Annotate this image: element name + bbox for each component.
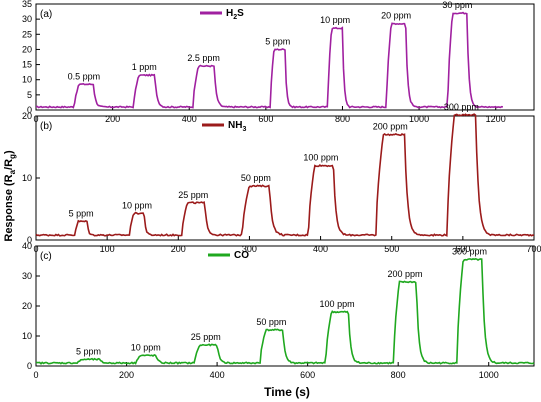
- y-tick-label: 0: [27, 235, 32, 245]
- y-tick-label: 15: [22, 60, 32, 70]
- panel-label: (c): [40, 251, 52, 262]
- y-tick-label: 30: [22, 271, 32, 281]
- x-tick-label: 1200: [486, 114, 506, 124]
- y-tick-label: 10: [22, 75, 32, 85]
- response-series-line: [35, 11, 503, 109]
- y-tick-label: 20: [22, 301, 32, 311]
- concentration-label: 200 ppm: [387, 269, 422, 279]
- x-tick-label: 1000: [409, 114, 429, 124]
- concentration-label: 10 ppm: [122, 200, 152, 210]
- concentration-label: 100 ppm: [303, 153, 338, 163]
- concentration-label: 300 ppm: [452, 247, 487, 257]
- y-axis-label: Response (Ra/Rg): [3, 150, 17, 242]
- y-axis-label-main: Response (R: [3, 174, 15, 241]
- response-series-line: [35, 113, 535, 237]
- x-tick-label: 600: [258, 114, 273, 124]
- x-tick-label: 400: [313, 244, 328, 254]
- concentration-label: 50 ppm: [241, 173, 271, 183]
- y-tick-label: 10: [22, 331, 32, 341]
- x-tick-label: 200: [105, 114, 120, 124]
- y-axis-label-end: ): [3, 150, 15, 154]
- concentration-label: 25 ppm: [178, 190, 208, 200]
- concentration-label: 100 ppm: [320, 299, 355, 309]
- y-axis-label-mid: /R: [3, 159, 15, 170]
- y-tick-label: 10: [22, 173, 32, 183]
- y-tick-label: 30: [22, 14, 32, 24]
- x-tick-label: 800: [391, 370, 406, 380]
- x-tick-label: 200: [119, 370, 134, 380]
- concentration-label: 5 ppm: [265, 36, 290, 46]
- y-tick-label: 20: [22, 111, 32, 121]
- panel-label: (b): [40, 121, 52, 132]
- x-tick-label: 400: [182, 114, 197, 124]
- x-tick-label: 600: [300, 370, 315, 380]
- concentration-label: 25 ppm: [191, 332, 221, 342]
- concentration-label: 5 ppm: [76, 346, 101, 356]
- concentration-label: 300 ppm: [444, 102, 479, 112]
- x-tick-label: 0: [33, 370, 38, 380]
- concentration-label: 30 ppm: [442, 0, 472, 10]
- y-axis-label-sub-g: g: [8, 154, 17, 159]
- y-tick-label: 40: [22, 241, 32, 251]
- legend-label: H2S: [226, 8, 244, 21]
- y-tick-label: 0: [27, 105, 32, 115]
- concentration-label: 10 ppm: [131, 343, 161, 353]
- y-tick-label: 35: [22, 0, 32, 9]
- concentration-label: 1 ppm: [132, 62, 157, 72]
- y-tick-label: 0: [27, 361, 32, 371]
- x-tick-label: 1000: [479, 370, 499, 380]
- x-tick-label: 400: [210, 370, 225, 380]
- legend-label: NH3: [228, 120, 246, 133]
- plot-frame: [35, 3, 535, 111]
- x-axis-label: Time (s): [264, 385, 310, 399]
- y-tick-label: 25: [22, 29, 32, 39]
- plot-frame: [35, 115, 535, 241]
- legend-label: CO: [234, 250, 249, 261]
- x-tick-label: 100: [100, 244, 115, 254]
- x-tick-label: 800: [335, 114, 350, 124]
- y-tick-label: 5: [27, 90, 32, 100]
- response-series-line: [35, 257, 535, 365]
- x-tick-label: 500: [384, 244, 399, 254]
- x-tick-label: 300: [242, 244, 257, 254]
- concentration-label: 0.5 ppm: [68, 71, 101, 81]
- concentration-label: 2.5 ppm: [187, 53, 220, 63]
- x-tick-label: 600: [455, 244, 470, 254]
- concentration-label: 20 ppm: [381, 11, 411, 21]
- panel-3: 0 200 400 600 800 1000 0 10 20 30 40 5 ppm 10 ppm 25 …: [22, 241, 535, 380]
- panel-label: (a): [40, 9, 52, 20]
- y-axis-label-sub-a: a: [8, 169, 17, 174]
- x-tick-label: 200: [171, 244, 186, 254]
- concentration-label: 5 ppm: [69, 208, 94, 218]
- concentration-label: 50 ppm: [256, 317, 286, 327]
- y-tick-label: 20: [22, 44, 32, 54]
- concentration-label: 200 ppm: [373, 122, 408, 132]
- concentration-label: 10 ppm: [320, 15, 350, 25]
